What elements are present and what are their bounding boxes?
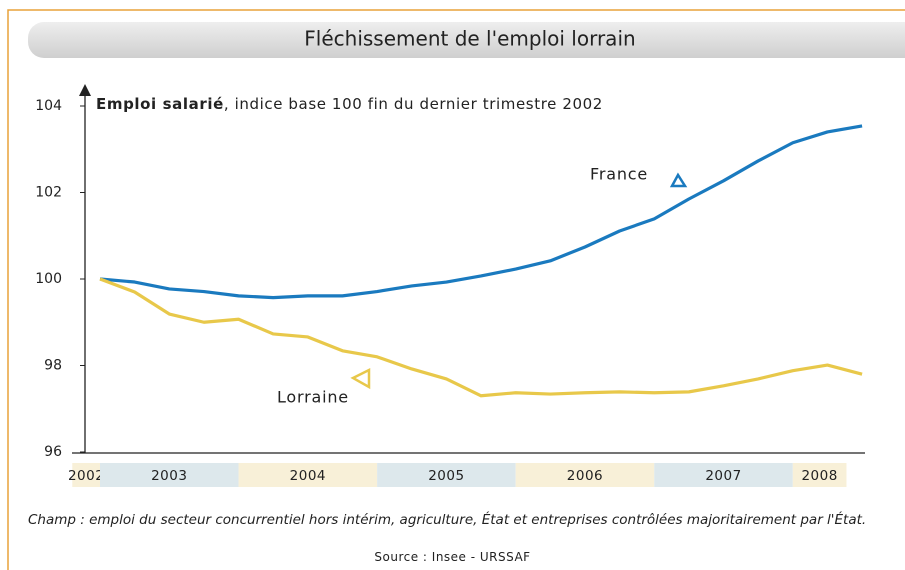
frame: [7, 9, 905, 570]
x-tick-label: 2004: [290, 468, 326, 484]
y-tick-label: 104: [35, 98, 62, 114]
subtitle: Emploi salarié, indice base 100 fin du d…: [96, 95, 603, 113]
y-tick-label: 96: [44, 444, 62, 460]
x-tick-label: 2003: [151, 468, 187, 484]
year-band: [515, 463, 655, 487]
x-tick-label: 2005: [428, 468, 464, 484]
title-bar: [28, 22, 905, 58]
series-marker: [350, 367, 371, 390]
line: [99, 124, 863, 300]
year-band: [100, 463, 239, 487]
y-tick-label: 102: [35, 185, 62, 201]
subtitle-rest: , indice base 100 fin du dernier trimest…: [224, 95, 603, 113]
series-label: France: [590, 165, 648, 184]
subtitle-bold: Emploi salarié: [96, 95, 224, 113]
footnote: Champ : emploi du secteur concurrentiel …: [28, 512, 867, 528]
series-label: Lorraine: [277, 388, 349, 407]
x-tick-label: 2006: [567, 468, 603, 484]
series-marker: [669, 172, 688, 188]
chart-title: Fléchissement de l'emploi lorrain: [304, 27, 635, 51]
line: [99, 277, 863, 398]
year-band: [238, 463, 378, 487]
x-tick-label: 2002: [68, 468, 104, 484]
year-band: [654, 463, 793, 487]
source: Source : Insee - URSSAF: [374, 550, 531, 564]
x-tick-label: 2008: [801, 468, 837, 484]
x-tick-label: 2007: [705, 468, 741, 484]
year-band: [72, 463, 100, 487]
year-band: [792, 463, 847, 487]
y-tick-label: 98: [44, 358, 62, 374]
year-band: [377, 463, 516, 487]
axis-arrow: [79, 84, 91, 96]
y-tick-label: 100: [35, 271, 62, 287]
